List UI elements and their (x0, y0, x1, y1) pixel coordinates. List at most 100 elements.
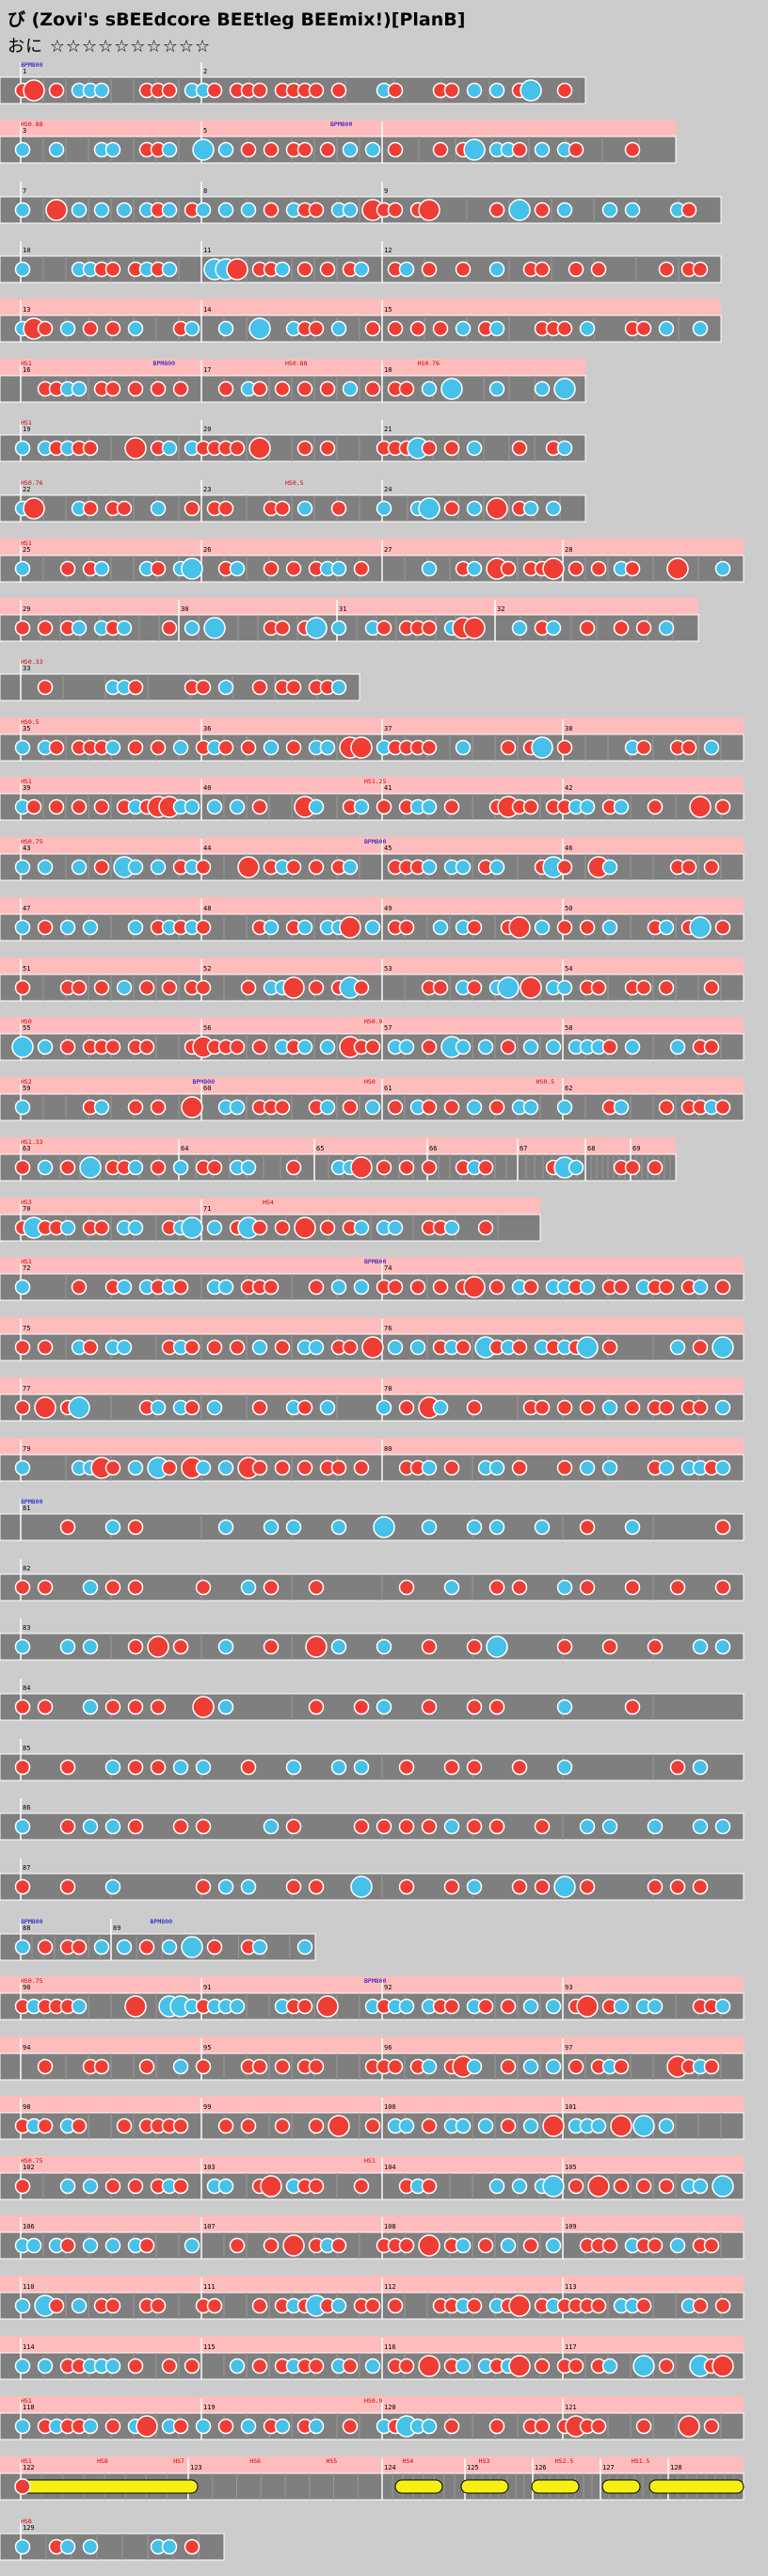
don-note (443, 1759, 460, 1776)
ka-note (192, 138, 215, 161)
measure-number: 118 (23, 2404, 35, 2411)
measure-number: 106 (23, 2223, 35, 2230)
ka-note (79, 1156, 102, 1179)
ka-note (71, 1998, 88, 2015)
don-note (579, 919, 596, 936)
ka-note (93, 201, 110, 218)
don-note (104, 1699, 121, 1715)
don-note (14, 1699, 31, 1715)
chart-row: 75 76 (0, 1317, 744, 1361)
don-note (48, 739, 65, 756)
don-note (251, 798, 268, 815)
ka-note (714, 1818, 731, 1835)
measure-number: 120 (384, 2404, 396, 2411)
don-note (455, 261, 472, 278)
don-note (93, 2058, 110, 2075)
ka-note (488, 261, 505, 278)
don-note (14, 1759, 31, 1776)
ka-note (161, 201, 178, 218)
ka-note (206, 1399, 223, 1416)
ka-note (308, 2418, 325, 2435)
don-note (274, 620, 291, 636)
scroll-speed-label: HS0.33 (21, 658, 43, 666)
chart-row: 85 (0, 1739, 744, 1781)
don-note (488, 2418, 505, 2435)
don-note (172, 380, 189, 397)
gogo-band (0, 777, 744, 796)
ka-note (308, 1339, 325, 1356)
don-note (579, 620, 596, 636)
measure-number: 125 (467, 2464, 479, 2471)
don-note (124, 1995, 147, 2018)
ka-note (601, 919, 618, 936)
don-note (466, 1638, 483, 1655)
ka-note (579, 320, 596, 337)
ka-note (217, 320, 234, 337)
ka-note (342, 141, 359, 158)
don-note (37, 620, 54, 636)
ka-note (488, 380, 505, 397)
ka-note (624, 1519, 641, 1536)
chart-row: 82 (0, 1559, 744, 1602)
scroll-speed-label: HS7 (173, 2457, 184, 2465)
ka-note (522, 1099, 539, 1116)
ka-note (443, 1579, 460, 1596)
bpm-label: BPM800 (364, 1258, 387, 1265)
don-note (466, 919, 483, 936)
note-lane (0, 1033, 744, 1061)
don-note (511, 1459, 528, 1476)
don-note (353, 1459, 370, 1476)
measure-number: 7 (23, 187, 26, 195)
don-note (339, 916, 361, 939)
chart-row: 77 78 (0, 1377, 744, 1422)
don-note (647, 1638, 664, 1655)
don-note (714, 1099, 731, 1116)
measure-number: 22 (23, 486, 30, 493)
scroll-speed-label: HS0.75 (21, 838, 43, 845)
don-note (421, 1699, 438, 1715)
don-note (116, 2117, 133, 2134)
ka-note (184, 620, 200, 636)
ka-note (296, 1939, 313, 1956)
ka-note (82, 1818, 99, 1835)
ka-note (342, 201, 359, 218)
don-note (398, 1579, 415, 1596)
don-note (161, 82, 178, 99)
chart-row: 84 (0, 1679, 744, 1721)
don-note (263, 560, 280, 577)
ka-note (613, 1099, 630, 1116)
don-note (59, 1818, 76, 1835)
don-note (590, 560, 607, 577)
ka-note (466, 2058, 483, 2075)
ka-note (545, 1038, 562, 1055)
don-note (500, 2058, 517, 2075)
ka-note (263, 1818, 280, 1835)
scroll-speed-label: HS0.5 (285, 479, 304, 487)
measure-number: 27 (384, 546, 392, 554)
don-note (195, 1579, 212, 1596)
measure-number: 41 (384, 784, 392, 792)
don-note (500, 560, 517, 577)
measure-number: 38 (565, 725, 572, 733)
ka-note (556, 1579, 573, 1596)
don-note (398, 1159, 415, 1176)
don-note (542, 2115, 565, 2137)
don-note (624, 141, 641, 158)
scroll-speed-label: HS0.76 (21, 479, 43, 487)
measure-number: 50 (565, 905, 572, 912)
ka-note (353, 1759, 370, 1776)
ka-note (531, 736, 553, 759)
ka-note (206, 798, 223, 815)
don-note (251, 2297, 268, 2314)
don-note (508, 916, 531, 939)
don-note (184, 1399, 200, 1416)
don-note (511, 1579, 528, 1596)
ka-note (364, 141, 381, 158)
ka-note (568, 1159, 584, 1176)
ka-note (330, 2297, 347, 2314)
don-note (601, 1638, 618, 1655)
measure-number: 103 (203, 2164, 216, 2171)
ka-note (689, 916, 712, 939)
don-note (48, 82, 65, 99)
scroll-speed-label: HS1 (21, 778, 32, 785)
